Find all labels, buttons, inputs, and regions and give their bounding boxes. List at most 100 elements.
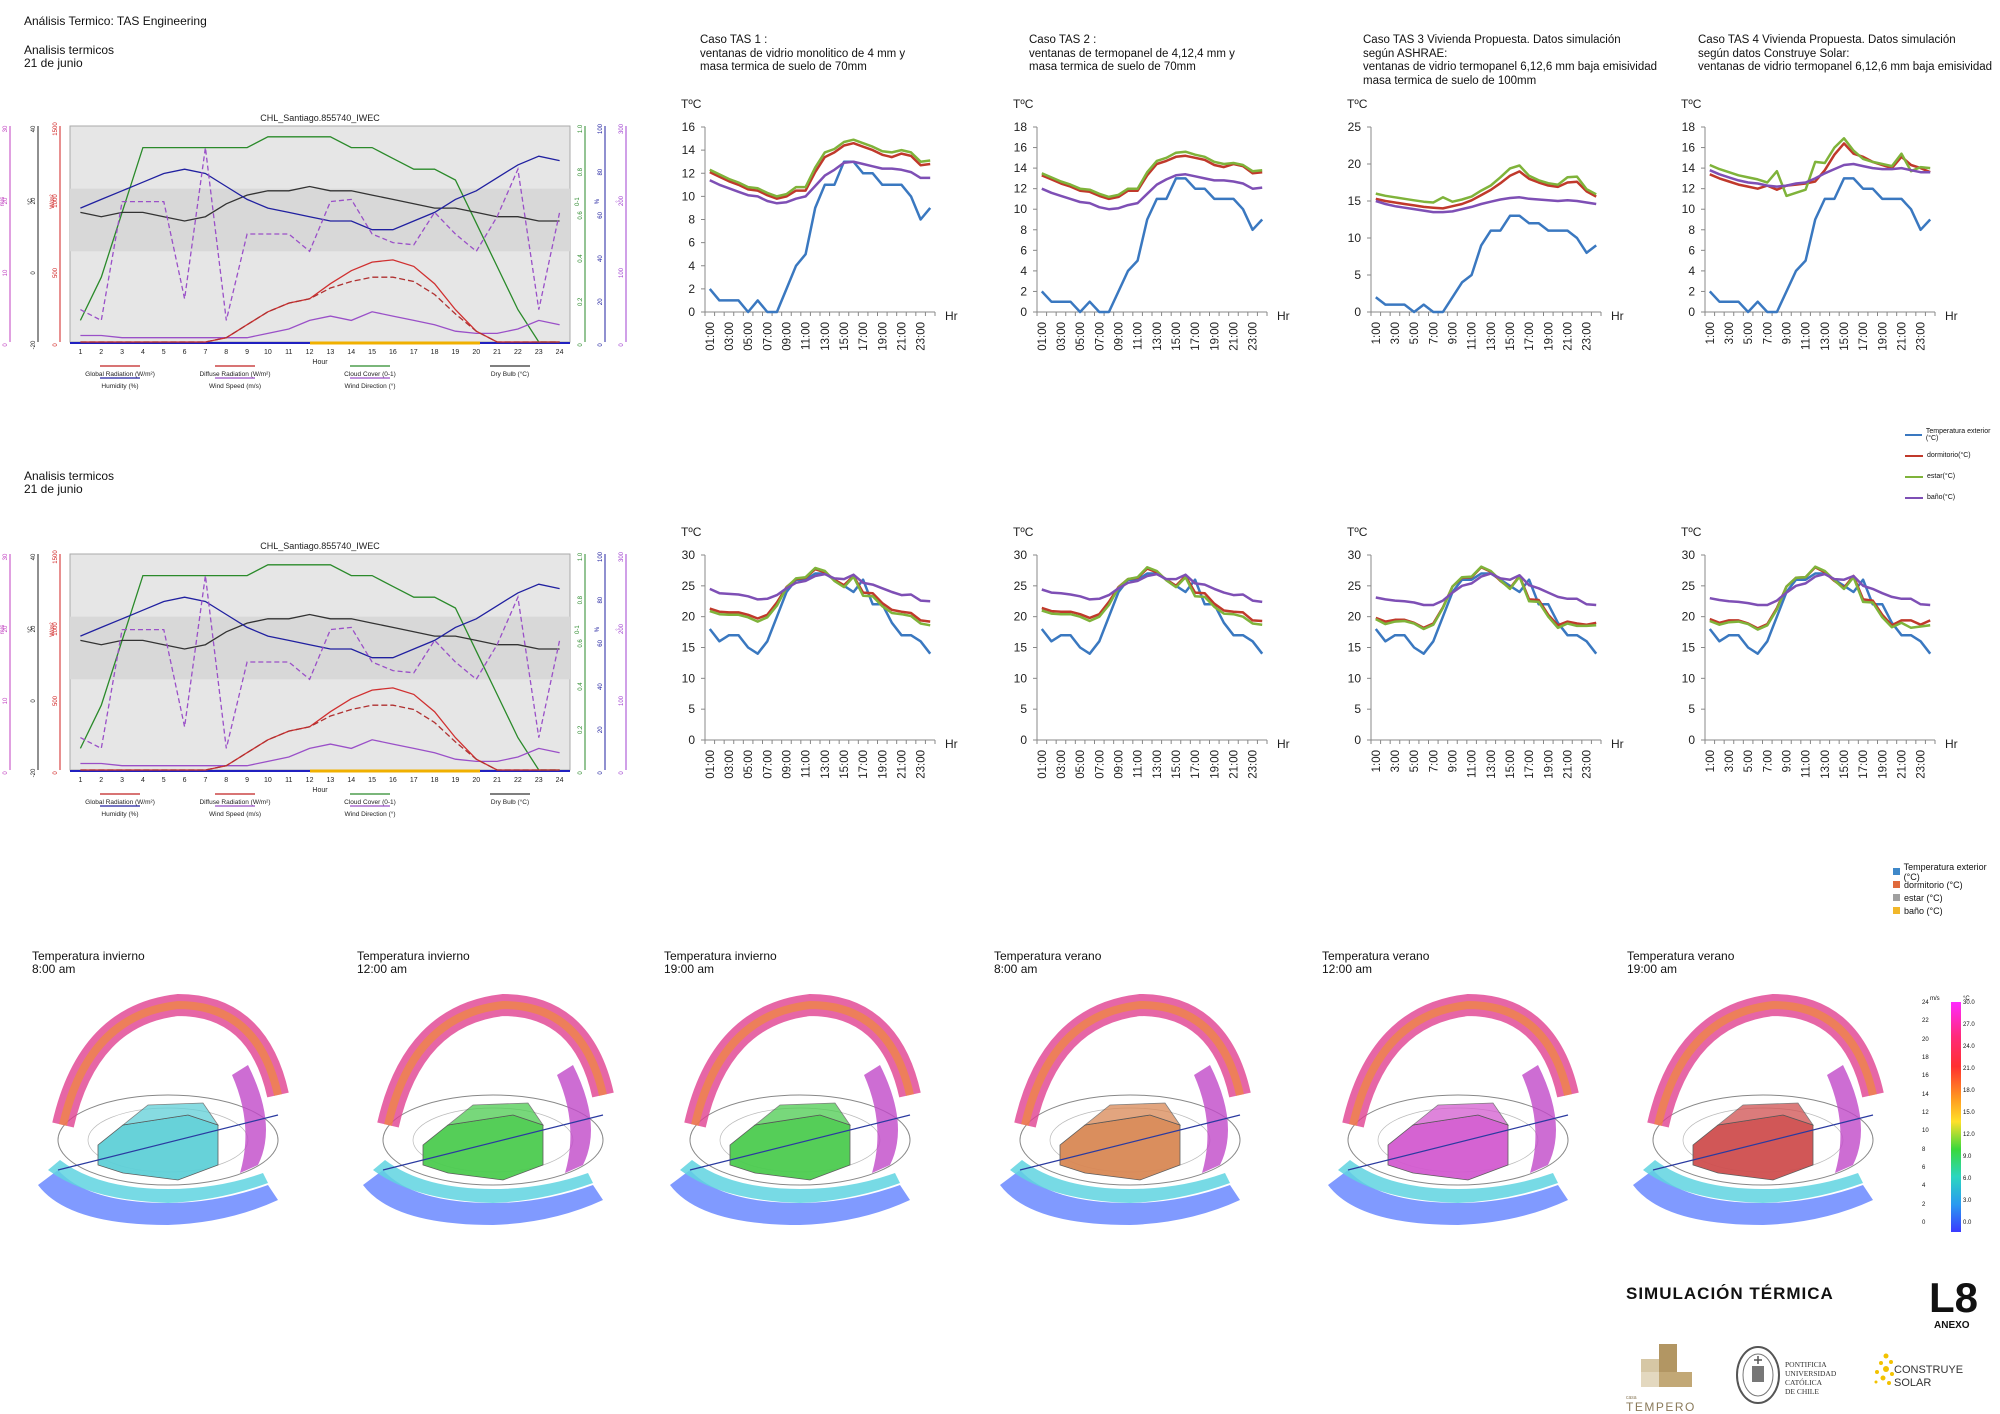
x-axis-label: Hr <box>945 309 958 323</box>
ground-ring <box>1000 1170 1240 1225</box>
scale-tick-right: 21.0 <box>1963 1066 1975 1072</box>
y-tick-label: 10 <box>682 189 696 203</box>
series-line <box>1709 572 1931 607</box>
axis-line <box>382 1114 604 1171</box>
weather-legend-label: Wind Speed (m/s) <box>209 383 261 390</box>
weather-legend-label: Wind Speed (m/s) <box>209 811 261 818</box>
y-tick-label: 15 <box>1348 194 1362 208</box>
weather-hour-label: 1 <box>78 349 82 356</box>
y-tick-label: 20 <box>1348 157 1362 171</box>
weather-axis-tick: 0 <box>31 271 37 275</box>
series-line <box>709 572 931 603</box>
legend-item: dormitorio(°C) <box>1905 449 2000 462</box>
weather-axis-tick: 300 <box>619 123 625 134</box>
x-tick-label: 21:00 <box>896 322 908 351</box>
x-tick-label: 15:00 <box>1839 750 1851 779</box>
y-axis-label: TºC <box>1681 97 1702 111</box>
scale-tick-left: 16 <box>1922 1073 1929 1080</box>
weather-x-label: Hour <box>312 787 328 794</box>
y-tick-label: 2 <box>688 282 695 296</box>
weather-hour-label: 6 <box>183 349 187 356</box>
sun-path-band-core <box>1654 1000 1877 1126</box>
series-line <box>1041 572 1263 604</box>
annex-label: ANEXO <box>1934 1320 1970 1331</box>
puc-line1: PONTIFICIA <box>1785 1360 1827 1369</box>
weather-legend-label: Dry Bulb (°C) <box>491 370 529 378</box>
x-tick-label: 19:00 <box>1543 750 1555 779</box>
x-tick-label: 11:00 <box>801 322 813 350</box>
x-tick-label: 23:00 <box>916 322 928 351</box>
x-tick-label: 05:00 <box>1075 750 1087 779</box>
weather-series <box>79 564 560 771</box>
weather-axis-tick: 20 <box>3 625 9 632</box>
y-tick-label: 0 <box>1020 305 1027 319</box>
scale-tick-left: 0 <box>1922 1220 1926 1226</box>
x-tick-label: 17:00 <box>858 750 870 779</box>
y-tick-label: 30 <box>1348 548 1362 562</box>
weather-series <box>80 687 560 771</box>
weather-hour-label: 15 <box>368 349 376 356</box>
weather-hour-label: 13 <box>327 777 335 784</box>
x-tick-label: 5:00 <box>1743 750 1755 772</box>
y-tick-label: 20 <box>1682 610 1696 624</box>
weather-series <box>80 155 560 231</box>
sheet-number: L8 <box>1929 1274 1979 1321</box>
y-tick-label: 10 <box>1682 202 1696 216</box>
weather-axis-tick: 40 <box>31 125 37 132</box>
sun-view-title: Temperatura invierno <box>664 949 777 963</box>
case2-title: Caso TAS 2 : <box>1029 34 1097 46</box>
weather-axis-tick: 0 <box>578 771 584 775</box>
y-tick-label: 14 <box>682 143 696 157</box>
legend-item: dormitorio (°C) <box>1893 878 2000 891</box>
weather-axis-tick: 0 <box>619 343 625 347</box>
case3-line3: masa termica de suelo de 100mm <box>1363 74 1537 87</box>
weather-hour-label: 9 <box>245 349 249 356</box>
series-line <box>1041 173 1263 211</box>
legend-item: Temperatura exterior (°C) <box>1893 862 2000 882</box>
case1-line1: ventanas de vidrio monolitico de 4 mm y <box>700 47 906 60</box>
horizon-ellipse <box>1652 1094 1874 1186</box>
scale-tick-right: 12.0 <box>1963 1132 1975 1138</box>
series-line <box>1709 137 1931 198</box>
weather-axis-tick: 0 <box>598 771 604 775</box>
x-tick-label: 15:00 <box>1839 322 1851 351</box>
x-tick-label: 7:00 <box>1428 322 1440 344</box>
sun-path-band-core <box>1021 1000 1244 1126</box>
axis-line <box>689 1114 911 1171</box>
x-tick-label: 5:00 <box>1743 322 1755 344</box>
ground-ring <box>1633 1170 1873 1225</box>
y-tick-label: 14 <box>1682 161 1696 175</box>
axis-line <box>57 1114 279 1171</box>
x-tick-label: 11:00 <box>1133 322 1145 350</box>
construye-solar-logo: CONSTRUYE SOLAR <box>1872 1350 1992 1410</box>
x-tick-label: 13:00 <box>1820 750 1832 779</box>
y-tick-label: 6 <box>1020 243 1027 257</box>
weather-hour-label: 13 <box>327 349 335 356</box>
weather-legend-label: Wind Direction (°) <box>345 382 396 390</box>
weather-axis-tick: -20 <box>31 340 37 349</box>
x-tick-label: 19:00 <box>877 322 889 351</box>
y-axis-label: TºC <box>1013 525 1034 539</box>
y-tick-label: 10 <box>1348 671 1362 685</box>
section1-date: 21 de junio <box>24 56 83 70</box>
y-tick-label: 6 <box>1688 243 1695 257</box>
y-tick-label: 10 <box>1682 671 1696 685</box>
series-line <box>709 566 931 627</box>
sun-view-label: Temperatura invierno 19:00 am <box>664 950 777 976</box>
scale-tick-left: 8 <box>1922 1146 1926 1153</box>
sun-view-time: 19:00 am <box>1627 962 1678 976</box>
weather-axis-tick: 20 <box>3 197 9 204</box>
legend-swatch <box>1905 475 1923 478</box>
weather-axis-tick: 20 <box>31 197 37 204</box>
weather-hour-label: 16 <box>389 349 397 356</box>
horizon-ellipse <box>1019 1094 1241 1186</box>
x-tick-label: 17:00 <box>1858 750 1870 779</box>
x-tick-label: 3:00 <box>1390 750 1402 772</box>
x-tick-label: 03:00 <box>724 322 736 351</box>
y-axis-label: TºC <box>681 97 702 111</box>
sun-path-diagram <box>1633 993 1884 1225</box>
y-tick-label: 4 <box>1688 264 1695 278</box>
tempero-logo-text: TEMPERO <box>1626 1400 1696 1414</box>
x-axis-label: Hr <box>1611 737 1624 751</box>
weather-series <box>80 613 560 650</box>
